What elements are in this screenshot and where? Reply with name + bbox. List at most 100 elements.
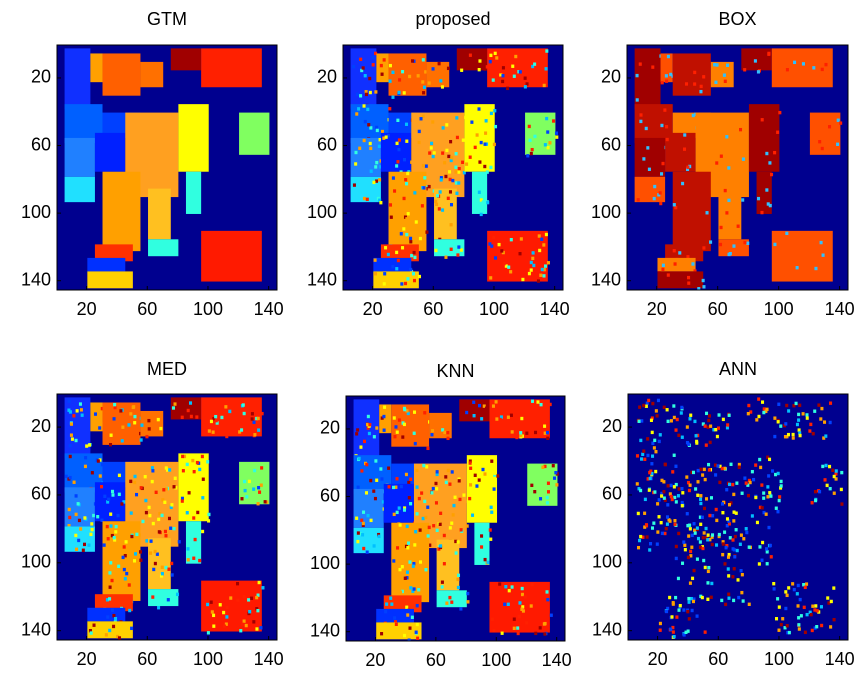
speckle <box>776 510 779 513</box>
speckle <box>458 498 461 501</box>
speckle <box>426 447 429 450</box>
speckle <box>359 94 362 97</box>
speckle <box>457 586 460 589</box>
speckle <box>147 419 150 422</box>
speckle <box>109 586 112 589</box>
speckle <box>118 474 121 477</box>
speckle <box>538 249 541 252</box>
speckle <box>130 535 133 538</box>
speckle <box>398 78 401 81</box>
speckle <box>653 490 656 493</box>
speckle <box>651 442 654 445</box>
class-region <box>95 133 125 172</box>
speckle <box>405 140 408 143</box>
speckle <box>832 586 835 589</box>
speckle <box>402 227 405 230</box>
speckle <box>409 237 412 240</box>
y-tick-label: 140 <box>21 619 51 639</box>
speckle <box>638 539 641 542</box>
x-tick-label: 60 <box>708 649 728 669</box>
speckle <box>420 194 423 197</box>
speckle <box>786 68 789 71</box>
speckle <box>555 135 558 138</box>
speckle <box>709 424 712 427</box>
speckle <box>390 216 393 219</box>
speckle <box>530 604 533 607</box>
class-region <box>525 113 555 155</box>
speckle <box>442 126 445 129</box>
speckle <box>672 630 675 633</box>
speckle <box>358 147 361 150</box>
speckle <box>454 170 457 173</box>
speckle <box>767 202 770 205</box>
speckle <box>476 133 479 136</box>
x-tick-label: 20 <box>77 649 97 669</box>
speckle <box>547 146 550 149</box>
speckle <box>654 470 657 473</box>
speckle <box>702 75 705 78</box>
speckle <box>450 601 453 604</box>
speckle <box>639 62 642 65</box>
class-region <box>148 239 178 256</box>
speckle <box>451 179 454 182</box>
speckle <box>683 544 686 547</box>
speckle <box>761 506 764 509</box>
speckle <box>114 617 117 620</box>
speckle <box>711 543 714 546</box>
speckle <box>678 251 681 254</box>
speckle <box>224 405 227 408</box>
speckle <box>814 604 817 607</box>
speckle <box>215 419 218 422</box>
speckle <box>159 427 162 430</box>
speckle <box>503 603 506 606</box>
speckle <box>660 172 663 175</box>
speckle <box>678 487 681 490</box>
speckle <box>450 223 453 226</box>
speckle <box>804 586 807 589</box>
speckle <box>391 96 394 99</box>
speckle <box>81 414 84 417</box>
speckle <box>194 522 197 525</box>
speckle <box>133 481 136 484</box>
speckle <box>484 558 487 561</box>
speckle <box>768 491 771 494</box>
speckle <box>165 566 168 569</box>
speckle <box>681 501 684 504</box>
speckle <box>802 62 805 65</box>
speckle <box>758 458 761 461</box>
speckle <box>519 252 522 255</box>
class-region <box>661 53 673 82</box>
speckle <box>767 52 770 55</box>
speckle <box>673 485 676 488</box>
speckle <box>375 479 378 482</box>
speckle <box>534 431 537 434</box>
speckle <box>758 562 761 565</box>
speckle <box>660 124 663 127</box>
speckle <box>689 550 692 553</box>
speckle <box>649 542 652 545</box>
speckle <box>118 493 121 496</box>
speckle <box>732 493 735 496</box>
speckle <box>169 527 172 530</box>
speckle <box>643 512 646 515</box>
speckle <box>387 467 390 470</box>
speckle <box>754 59 757 62</box>
speckle <box>211 610 214 613</box>
speckle <box>542 243 545 246</box>
speckle <box>419 560 422 563</box>
speckle <box>693 569 696 572</box>
speckle <box>729 536 732 539</box>
speckle <box>536 400 539 403</box>
speckle <box>545 233 548 236</box>
speckle <box>392 559 395 562</box>
speckle <box>425 465 428 468</box>
speckle <box>418 497 421 500</box>
speckle <box>425 164 428 167</box>
panel-title: KNN <box>436 361 474 381</box>
speckle <box>528 272 531 275</box>
speckle <box>403 408 406 411</box>
speckle <box>419 117 422 120</box>
speckle <box>393 435 396 438</box>
speckle <box>653 185 656 188</box>
speckle <box>79 402 82 405</box>
